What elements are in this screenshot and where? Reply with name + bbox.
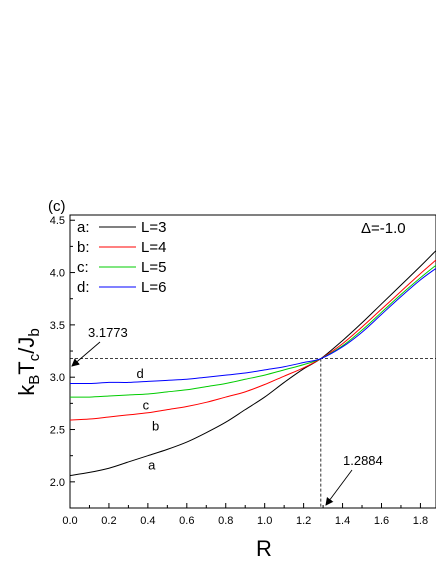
legend-key: a: — [77, 219, 90, 236]
legend-label: L=5 — [141, 259, 166, 276]
y-title-k: k — [14, 384, 39, 396]
x-value-label: 1.2884 — [343, 453, 383, 468]
y-tick-label: 2.5 — [50, 425, 65, 437]
x-tick-label: 0.4 — [140, 515, 155, 527]
plot-frame — [69, 214, 436, 509]
x-tick-label: 1.0 — [257, 515, 272, 527]
x-axis-title: R — [256, 536, 272, 561]
y-title-sub-b: B — [26, 375, 43, 385]
curve-label-a: a — [148, 457, 156, 472]
x-tick-label: 1.2 — [296, 515, 311, 527]
series-line-c — [70, 264, 436, 398]
x-tick-label: 0.2 — [101, 515, 116, 527]
panel-label: (c) — [48, 198, 66, 215]
legend-label: L=3 — [141, 219, 166, 236]
x-tick-label: 0.6 — [179, 515, 194, 527]
y-title-t: T — [14, 361, 39, 374]
curve-label-d: d — [136, 366, 143, 381]
y-tick-label: 4.5 — [50, 215, 65, 227]
legend-key: b: — [77, 239, 90, 256]
legend-label: L=4 — [141, 239, 166, 256]
legend: a: L=3 b: L=4 c: L=5 d: L=6 — [77, 219, 166, 296]
x-tick-label: 1.6 — [374, 515, 389, 527]
curve-label-b: b — [152, 419, 159, 434]
x-tick-label: 0.8 — [218, 515, 233, 527]
series-line-b — [70, 259, 436, 421]
series-line-d — [70, 267, 436, 385]
curve-label-c: c — [143, 398, 150, 413]
x-tick-label: 1.8 — [413, 515, 428, 527]
legend-label: L=6 — [141, 279, 166, 296]
y-title-sub-c: c — [26, 353, 43, 361]
x-tick-labels: 0.0 0.2 0.4 0.6 0.8 1.0 1.2 1.4 1.6 1.8 — [62, 515, 428, 527]
y-value-arrow — [71, 341, 101, 367]
series-line-a — [70, 250, 436, 477]
curve-labels: a bc d — [136, 366, 159, 472]
y-tick-labels: 2.0 2.5 3.0 3.5 4.0 4.5 — [50, 215, 65, 489]
y-tick-label: 3.0 — [50, 372, 65, 384]
x-value-arrow — [325, 469, 353, 506]
legend-key: d: — [77, 279, 90, 296]
y-title-sub-b2: b — [26, 328, 43, 336]
curves — [70, 250, 436, 477]
delta-annotation: Δ=-1.0 — [361, 220, 406, 237]
y-tick-label: 3.5 — [50, 320, 65, 332]
y-tick-label: 2.0 — [50, 477, 65, 489]
y-tick-label: 4.0 — [50, 268, 65, 280]
x-tick-label: 1.4 — [335, 515, 350, 527]
x-tick-label: 0.0 — [62, 515, 77, 527]
legend-key: c: — [77, 259, 89, 276]
y-axis-title: kBTc/Jb — [14, 328, 43, 395]
ticks — [69, 219, 421, 508]
y-title-slash-j: /J — [14, 337, 39, 354]
y-value-label: 3.1773 — [88, 325, 128, 340]
